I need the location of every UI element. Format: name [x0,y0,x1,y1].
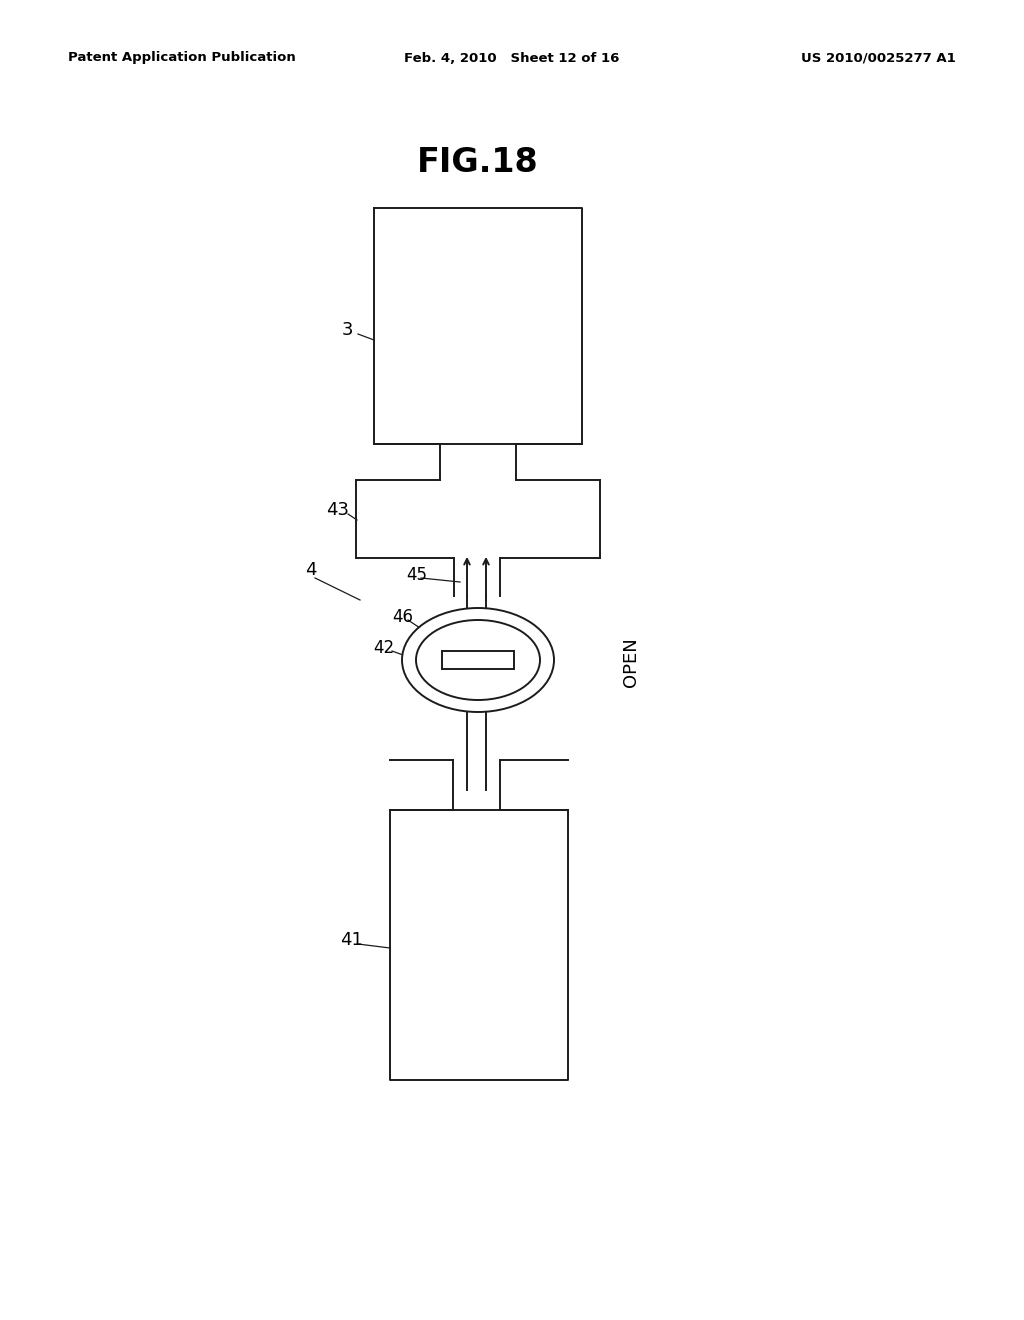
Text: 43: 43 [326,502,349,519]
Text: 3: 3 [342,321,353,339]
Ellipse shape [416,620,540,700]
Text: Feb. 4, 2010   Sheet 12 of 16: Feb. 4, 2010 Sheet 12 of 16 [404,51,620,65]
Text: 45: 45 [406,566,427,583]
Text: 46: 46 [392,609,413,626]
Text: OPEN: OPEN [622,638,640,686]
Text: 42: 42 [373,639,394,657]
Text: US 2010/0025277 A1: US 2010/0025277 A1 [801,51,956,65]
Text: FIG.18: FIG.18 [417,145,539,178]
Text: 4: 4 [305,561,316,579]
Ellipse shape [402,609,554,711]
Bar [442,651,514,669]
Text: 41: 41 [340,931,362,949]
Text: Patent Application Publication: Patent Application Publication [68,51,296,65]
